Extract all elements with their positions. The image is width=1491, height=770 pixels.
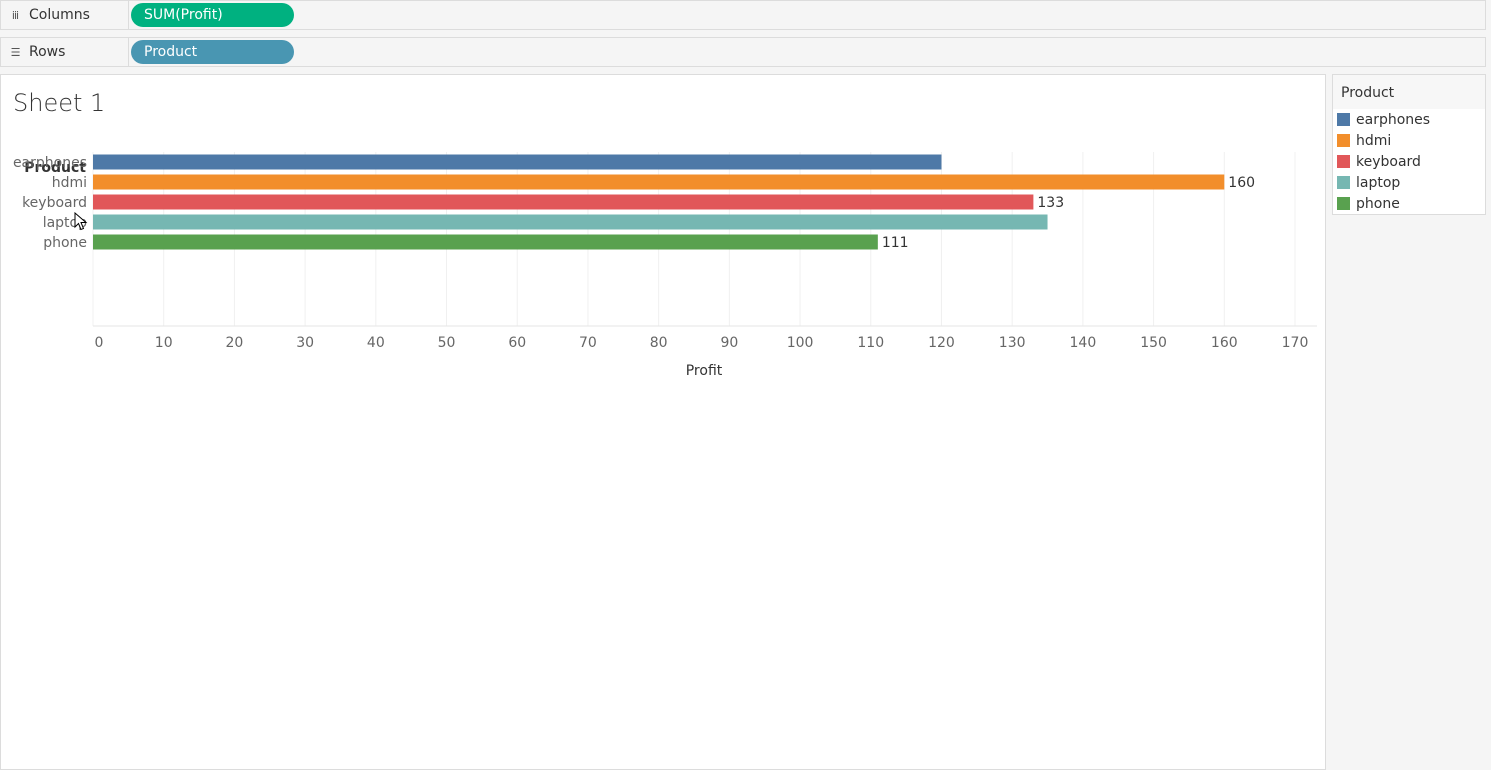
- x-tick-label: 20: [225, 335, 243, 351]
- legend-swatch: [1337, 197, 1350, 210]
- legend-title: Product: [1333, 75, 1485, 109]
- legend-swatch: [1337, 134, 1350, 147]
- data-label-phone: 111: [882, 235, 909, 251]
- row-header-label: Product: [24, 160, 86, 176]
- bar-laptop[interactable]: [93, 214, 1048, 230]
- bar-hdmi[interactable]: [93, 174, 1225, 190]
- x-tick-label: 110: [857, 335, 884, 351]
- category-label-hdmi: hdmi: [52, 175, 87, 191]
- category-label-earphones: earphones: [13, 155, 87, 171]
- x-tick-label: 10: [155, 335, 173, 351]
- legend-swatch: [1337, 113, 1350, 126]
- x-tick-label: 40: [367, 335, 385, 351]
- legend-label: earphones: [1356, 111, 1431, 128]
- x-axis-title: Profit: [686, 363, 723, 379]
- bar-phone[interactable]: [93, 234, 878, 250]
- bar-keyboard[interactable]: [93, 194, 1034, 210]
- legend-label: laptop: [1356, 174, 1401, 191]
- product-pill[interactable]: Product: [131, 40, 294, 64]
- category-label-keyboard: keyboard: [22, 195, 87, 211]
- legend-item-phone[interactable]: phone: [1333, 193, 1485, 214]
- legend-item-laptop[interactable]: laptop: [1333, 172, 1485, 193]
- x-tick-label: 90: [720, 335, 738, 351]
- columns-shelf: iii Columns SUM(Profit): [0, 0, 1486, 30]
- x-tick-label: 170: [1282, 335, 1309, 351]
- legend-items: earphones hdmi keyboard laptop phone: [1333, 109, 1485, 214]
- data-label-keyboard: 133: [1037, 195, 1064, 211]
- rows-shelf-label-cell: ☰ Rows: [1, 38, 129, 66]
- columns-shelf-label: Columns: [29, 7, 90, 23]
- legend-item-keyboard[interactable]: keyboard: [1333, 151, 1485, 172]
- x-tick-label: 120: [928, 335, 955, 351]
- rows-shelf-label: Rows: [29, 44, 66, 60]
- sum-profit-pill[interactable]: SUM(Profit): [131, 3, 294, 27]
- legend-label: phone: [1356, 195, 1400, 212]
- x-tick-label: 150: [1140, 335, 1167, 351]
- x-tick-label: 100: [787, 335, 814, 351]
- rows-shelf: ☰ Rows Product: [0, 37, 1486, 67]
- category-label-phone: phone: [43, 235, 87, 251]
- x-tick-label: 160: [1211, 335, 1238, 351]
- x-tick-label: 30: [296, 335, 314, 351]
- columns-shelf-label-cell: iii Columns: [1, 1, 129, 29]
- color-legend: Product earphones hdmi keyboard laptop phone: [1332, 74, 1486, 215]
- x-tick-label: 70: [579, 335, 597, 351]
- legend-item-hdmi[interactable]: hdmi: [1333, 130, 1485, 151]
- x-tick-label: 0: [95, 335, 104, 351]
- rows-icon: ☰: [10, 45, 21, 59]
- bar-earphones[interactable]: [93, 154, 942, 170]
- legend-item-earphones[interactable]: earphones: [1333, 109, 1485, 130]
- legend-label: hdmi: [1356, 132, 1392, 149]
- x-tick-label: 50: [438, 335, 456, 351]
- legend-swatch: [1337, 176, 1350, 189]
- data-label-hdmi: 160: [1228, 175, 1255, 191]
- x-tick-label: 130: [999, 335, 1026, 351]
- x-tick-label: 140: [1070, 335, 1097, 351]
- x-tick-label: 60: [508, 335, 526, 351]
- sheet-title: Sheet 1: [13, 89, 106, 117]
- worksheet-view: Sheet 1 Product earphones hdmi 160 keyboard 1…: [0, 74, 1326, 770]
- legend-swatch: [1337, 155, 1350, 168]
- columns-icon: iii: [11, 8, 19, 22]
- x-tick-label: 80: [650, 335, 668, 351]
- mouse-cursor-icon: [74, 212, 88, 231]
- legend-label: keyboard: [1356, 153, 1421, 170]
